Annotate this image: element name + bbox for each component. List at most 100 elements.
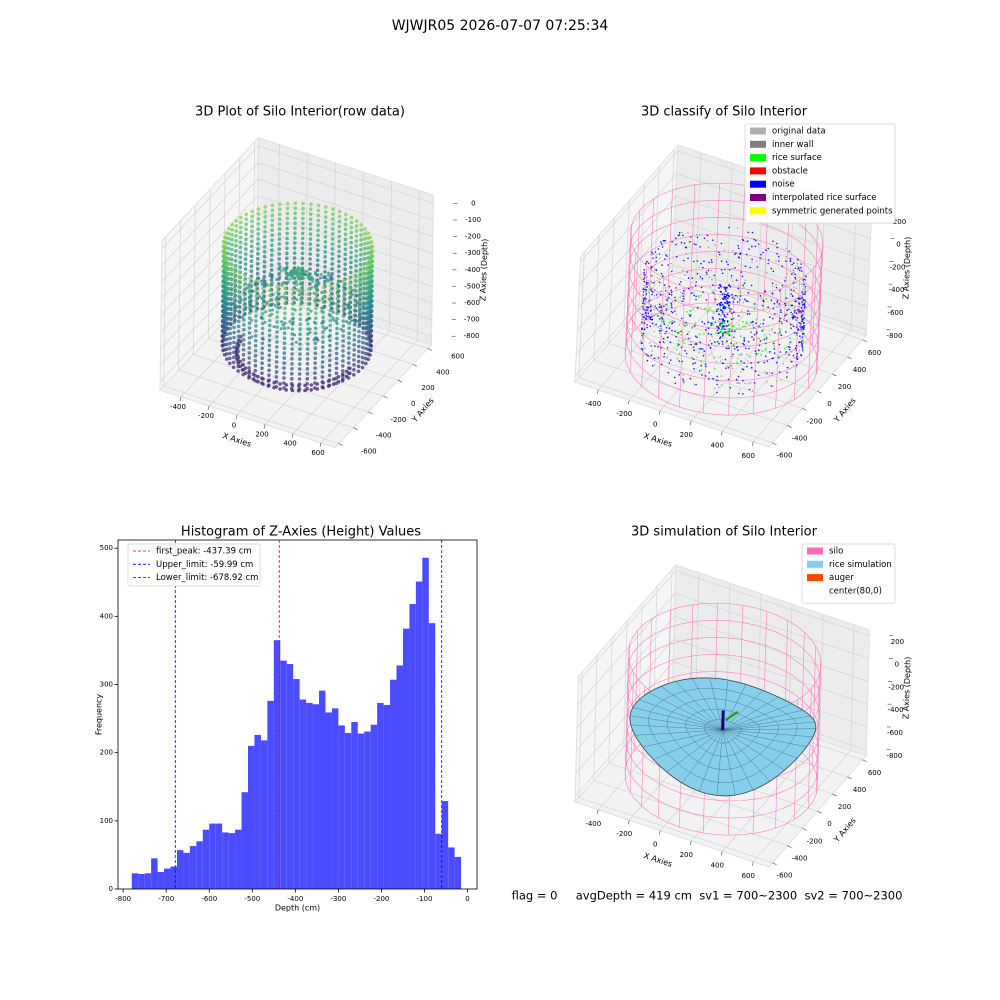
cloud-point <box>349 225 354 230</box>
cloud-point <box>297 372 302 376</box>
cloud-point <box>757 361 760 364</box>
cloud-point <box>643 276 646 279</box>
cloud-point <box>755 332 758 335</box>
cloud-point <box>257 276 261 280</box>
grid-line <box>721 194 826 432</box>
cloud-point <box>675 255 678 258</box>
cloud-point <box>285 298 289 302</box>
cloud-point <box>776 301 779 304</box>
cloud-point <box>713 367 716 370</box>
cloud-point <box>242 283 247 287</box>
cloud-point <box>361 335 365 340</box>
cloud-point <box>660 329 662 332</box>
cloud-point <box>722 306 725 309</box>
cloud-point <box>285 256 289 261</box>
cloud-point <box>282 336 287 341</box>
cloud-point <box>244 306 248 309</box>
cloud-point <box>323 215 328 219</box>
cloud-point <box>316 218 321 223</box>
x-tick-label: -100 <box>417 895 433 903</box>
cloud-point <box>254 304 258 308</box>
cloud-point <box>354 259 358 263</box>
cloud-point <box>310 275 314 279</box>
cloud-point <box>668 293 671 295</box>
cloud-point <box>738 284 740 287</box>
cloud-point <box>320 291 324 294</box>
cloud-point <box>224 253 228 257</box>
cloud-point <box>244 232 248 236</box>
grid-line <box>752 624 855 863</box>
cloud-point <box>678 232 681 234</box>
cloud-point <box>233 270 237 275</box>
cloud-point <box>682 292 684 295</box>
cloud-point <box>306 312 311 316</box>
histogram-bar <box>280 660 287 889</box>
cloud-point <box>667 297 670 299</box>
histogram-bar <box>151 858 158 889</box>
cloud-point <box>256 247 260 251</box>
surface-mesh <box>722 690 764 731</box>
cloud-point <box>655 253 658 256</box>
cloud-point <box>242 288 247 292</box>
cloud-point <box>282 386 286 390</box>
cloud-point <box>359 223 363 227</box>
surface-mesh <box>648 692 723 731</box>
cloud-point <box>773 345 776 348</box>
silo-wire <box>648 198 654 319</box>
cloud-point <box>766 272 768 274</box>
cloud-point <box>320 309 324 313</box>
cloud-point <box>301 206 305 211</box>
cloud-point <box>705 271 708 274</box>
cloud-point <box>290 357 294 361</box>
cloud-point <box>349 265 353 270</box>
histogram-bar <box>338 725 345 889</box>
cloud-point <box>717 380 720 382</box>
legend-label: interpolated rice surface <box>772 193 877 203</box>
cloud-point <box>270 253 274 257</box>
cloud-point <box>341 309 346 313</box>
cloud-point <box>714 345 716 347</box>
cloud-point <box>720 375 723 377</box>
cloud-point <box>305 347 310 351</box>
cloud-point <box>670 294 673 296</box>
cloud-point <box>340 374 345 378</box>
cloud-point <box>341 349 345 353</box>
cloud-point <box>695 243 697 246</box>
x-tick-label: 400 <box>711 441 724 449</box>
cloud-point <box>293 231 297 235</box>
cloud-point <box>794 276 796 279</box>
cloud-point <box>298 327 303 332</box>
cloud-point <box>244 247 248 251</box>
cloud-point <box>733 343 735 345</box>
cloud-point <box>349 215 354 220</box>
cloud-point <box>645 353 648 356</box>
cloud-point <box>722 318 725 320</box>
cloud-point <box>247 361 251 365</box>
cloud-point <box>661 308 663 311</box>
cloud-point <box>686 333 689 336</box>
cloud-point <box>337 239 342 244</box>
cloud-point <box>335 290 339 294</box>
cloud-point <box>331 301 335 305</box>
y-tick-label: -200 <box>807 417 823 425</box>
cloud-point <box>313 356 318 361</box>
cloud-point <box>672 300 674 303</box>
cloud-point <box>671 329 673 332</box>
cloud-point <box>759 340 762 342</box>
cloud-point <box>692 346 695 348</box>
cloud-point <box>354 224 359 228</box>
cloud-point <box>347 331 351 336</box>
cloud-point <box>673 321 676 323</box>
cloud-point <box>753 333 756 336</box>
cloud-point <box>721 326 724 328</box>
cloud-point <box>356 369 361 374</box>
cloud-point <box>237 294 241 299</box>
cloud-point <box>250 335 254 339</box>
cloud-point <box>267 333 272 338</box>
cloud-point <box>680 346 683 349</box>
cloud-point <box>769 316 771 319</box>
cloud-point <box>675 348 678 351</box>
cloud-point <box>326 273 330 277</box>
cloud-point <box>226 262 230 267</box>
